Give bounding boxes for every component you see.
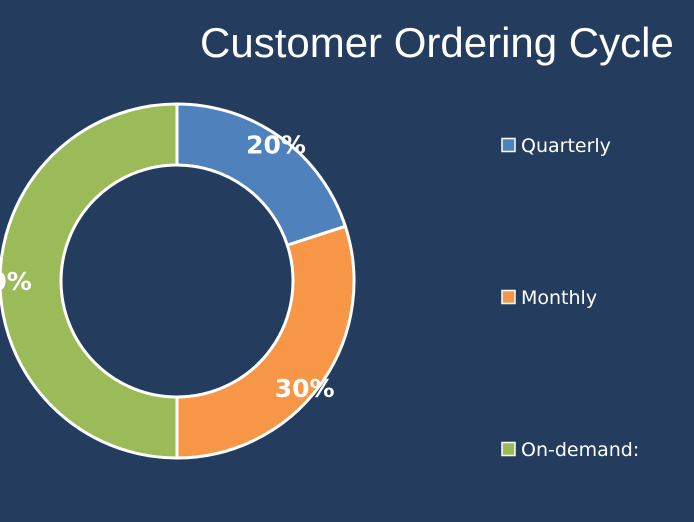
data-label-monthly: 30% [275, 374, 335, 403]
legend-swatch-monthly [501, 289, 516, 305]
donut-slices [0, 102, 356, 460]
legend-item-monthly: Monthly [501, 287, 597, 309]
legend-item-on-demand: On-demand: [501, 439, 639, 461]
legend-label-quarterly: Quarterly [521, 135, 611, 157]
slice-quarterly [175, 102, 348, 248]
legend-item-quarterly: Quarterly [501, 135, 611, 157]
legend-label-monthly: Monthly [521, 287, 597, 309]
data-label-quarterly: 20% [246, 131, 306, 160]
legend: Quarterly Monthly On-demand: [501, 135, 639, 461]
legend-swatch-quarterly [501, 137, 516, 153]
legend-label-on-demand: On-demand: [521, 439, 639, 461]
slice-on-demand [0, 102, 179, 460]
chart-title: Customer Ordering Cycle [200, 19, 674, 66]
data-label-on-demand: 50% [0, 267, 32, 296]
legend-swatch-on-demand [501, 441, 516, 457]
data-labels: 20% 30% 50% [0, 131, 335, 403]
slice-monthly [175, 224, 356, 460]
